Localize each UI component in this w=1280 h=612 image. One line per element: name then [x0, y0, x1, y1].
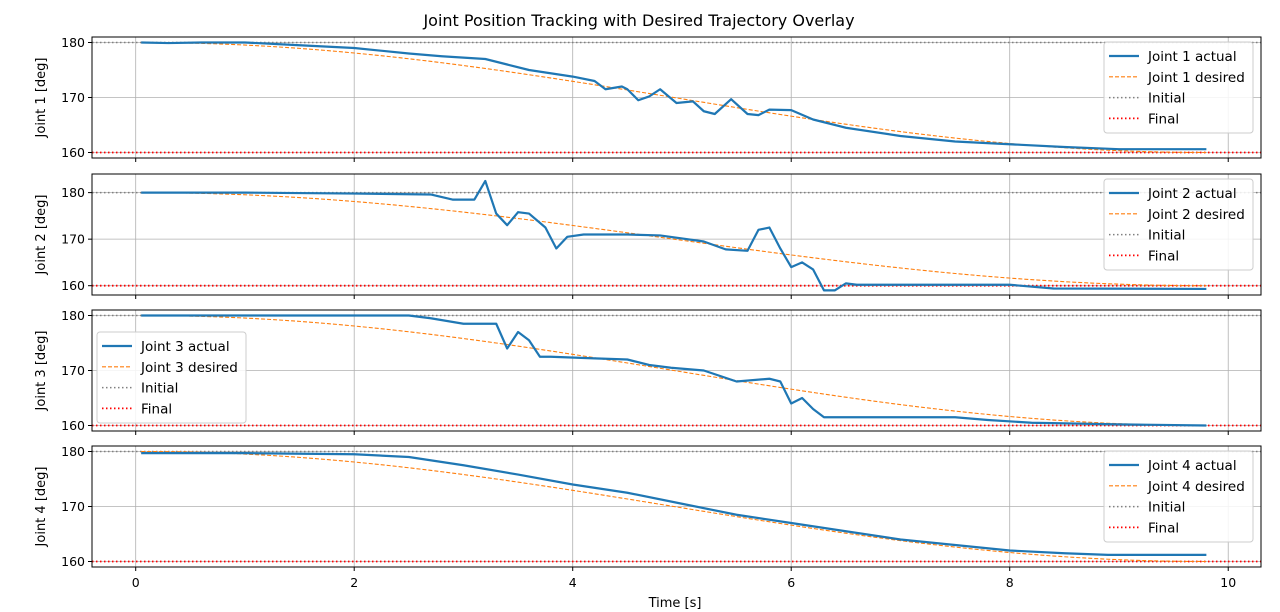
- y-axis-label: Joint 4 [deg]: [34, 467, 49, 548]
- y-axis-label: Joint 2 [deg]: [34, 195, 49, 276]
- legend-final-label: Final: [1148, 248, 1179, 264]
- legend-desired-label: Joint 1 desired: [1147, 70, 1245, 86]
- chart-title: Joint Position Tracking with Desired Tra…: [422, 11, 854, 30]
- actual-trajectory-line: [141, 314, 1207, 427]
- legend-box: [1103, 178, 1254, 271]
- legend-final-label: Final: [1148, 520, 1179, 536]
- legend-initial-label: Initial: [1148, 500, 1185, 516]
- y-tick-label: 180: [61, 308, 85, 323]
- y-tick-label: 160: [61, 554, 85, 569]
- legend: Joint 2 actual Joint 2 desired Initial Fina…: [1103, 178, 1254, 271]
- x-tick-label: 2: [350, 575, 358, 590]
- x-tick-label: 10: [1220, 575, 1236, 590]
- legend-final-label: Final: [141, 401, 172, 417]
- x-tick-label: 8: [1006, 575, 1014, 590]
- plot-area: [92, 179, 1261, 292]
- plot-area: [92, 450, 1261, 563]
- subplot-4: 160 170 180 0 2 4 6 8 10 Joint 4 [deg] Joint 4 act…: [34, 444, 1262, 590]
- y-tick-label: 160: [61, 145, 85, 160]
- legend-desired-label: Joint 4 desired: [1147, 479, 1245, 495]
- legend-initial-label: Initial: [1148, 91, 1185, 107]
- legend-box: [96, 331, 247, 424]
- legend-actual-label: Joint 1 actual: [1147, 49, 1237, 65]
- legend: Joint 1 actual Joint 1 desired Initial Fina…: [1103, 41, 1254, 134]
- legend-actual-label: Joint 4 actual: [1147, 458, 1237, 474]
- legend-actual-label: Joint 2 actual: [1147, 186, 1237, 202]
- legend: Joint 3 actual Joint 3 desired Initial Fina…: [96, 331, 247, 424]
- y-tick-label: 180: [61, 444, 85, 459]
- y-tick-label: 170: [61, 499, 85, 514]
- desired-trajectory-line: [141, 192, 1207, 287]
- y-axis-label: Joint 3 [deg]: [34, 331, 49, 412]
- legend-box: [1103, 450, 1254, 543]
- axes-frame: [91, 173, 1262, 296]
- actual-trajectory-line: [141, 452, 1207, 556]
- y-tick-label: 180: [61, 185, 85, 200]
- y-tick-label: 170: [61, 232, 85, 247]
- desired-trajectory-line: [141, 314, 1207, 427]
- y-tick-label: 170: [61, 363, 85, 378]
- y-tick-label: 160: [61, 278, 85, 293]
- desired-trajectory-line: [141, 450, 1207, 563]
- y-tick-label: 160: [61, 418, 85, 433]
- legend-initial-label: Initial: [1148, 228, 1185, 244]
- legend-final-label: Final: [1148, 111, 1179, 127]
- legend-box: [1103, 41, 1254, 134]
- legend-desired-label: Joint 3 desired: [140, 360, 238, 376]
- plot-area: [92, 41, 1261, 154]
- y-axis-label: Joint 1 [deg]: [34, 58, 49, 139]
- legend-desired-label: Joint 2 desired: [1147, 207, 1245, 223]
- x-axis-label: Time [s]: [648, 596, 702, 611]
- legend-initial-label: Initial: [141, 381, 178, 397]
- actual-trajectory-line: [141, 41, 1207, 151]
- legend-actual-label: Joint 3 actual: [140, 339, 230, 355]
- y-tick-label: 180: [61, 35, 85, 50]
- x-tick-label: 4: [569, 575, 577, 590]
- plot-area: [92, 314, 1261, 427]
- legend: Joint 4 actual Joint 4 desired Initial Fina…: [1103, 450, 1254, 543]
- x-tick-label: 0: [132, 575, 140, 590]
- y-tick-label: 170: [61, 90, 85, 105]
- actual-trajectory-line: [141, 179, 1207, 292]
- x-tick-label: 6: [787, 575, 795, 590]
